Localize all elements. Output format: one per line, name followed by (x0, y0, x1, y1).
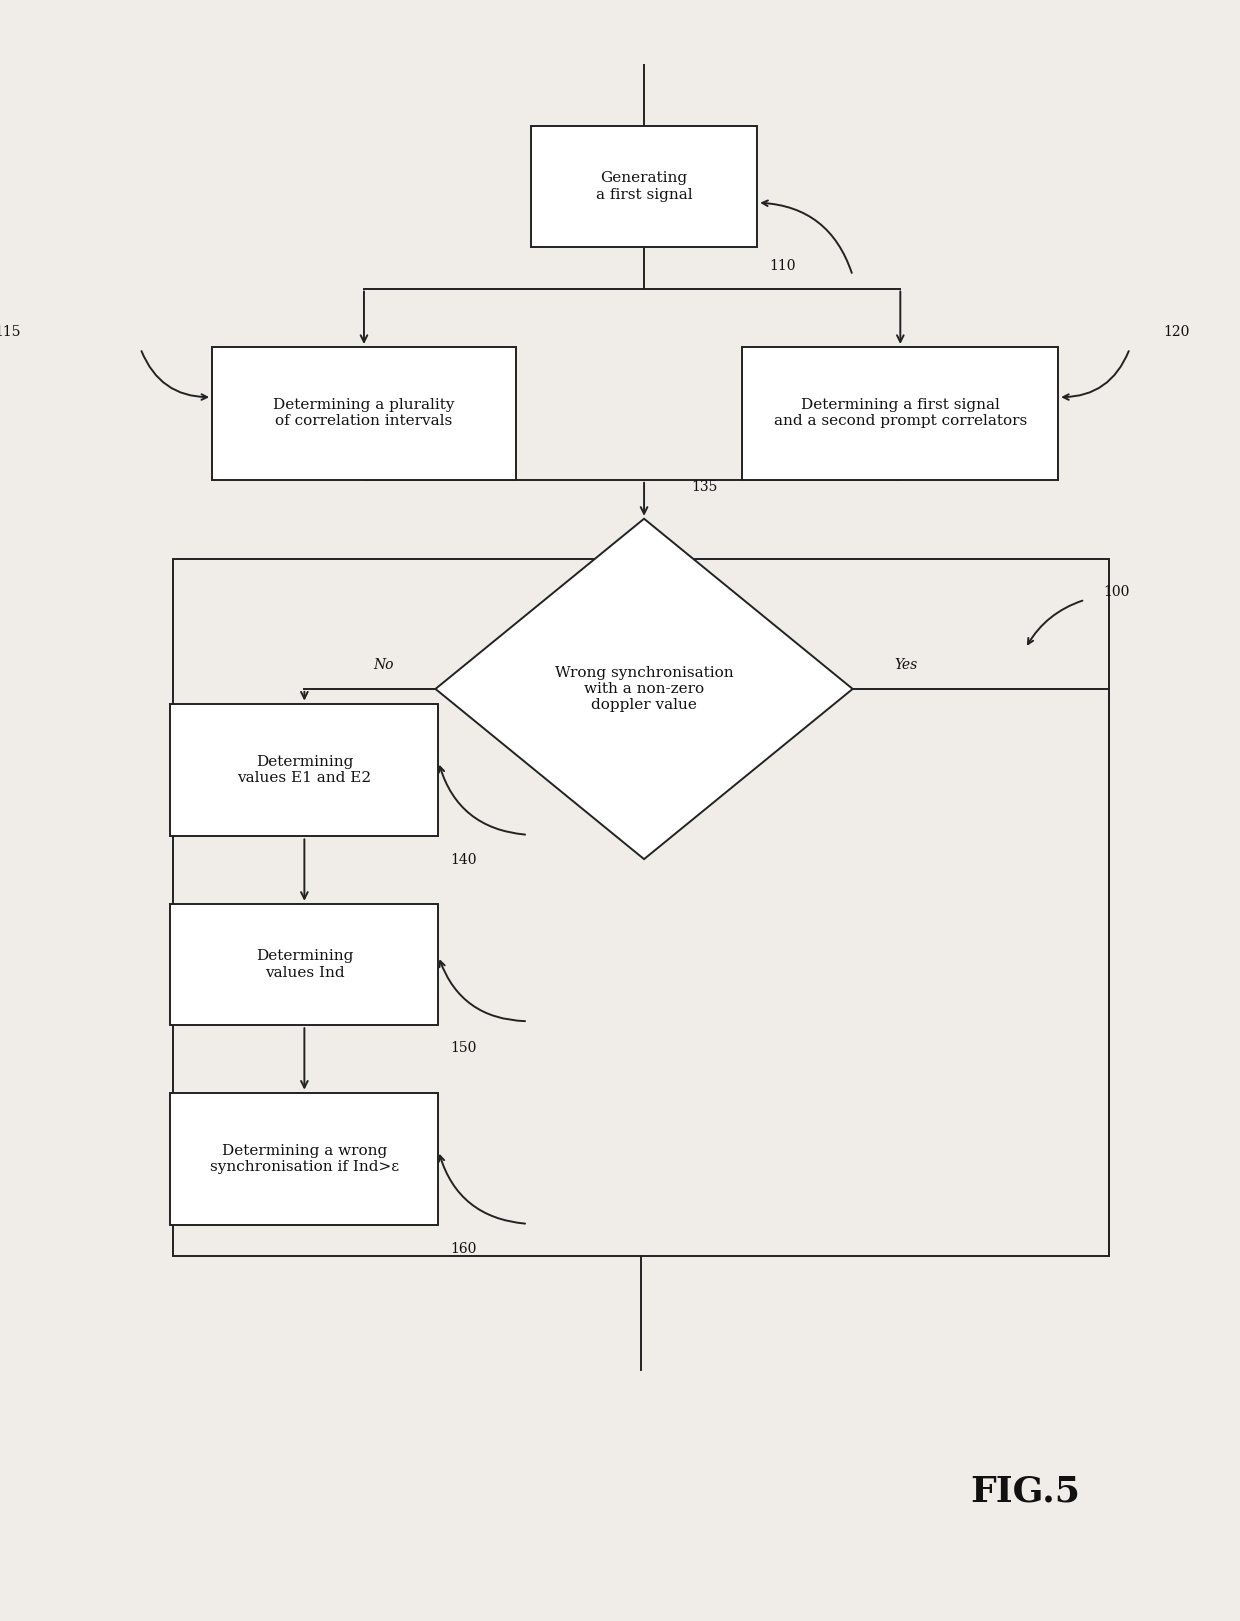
FancyBboxPatch shape (212, 347, 516, 480)
Text: 160: 160 (450, 1242, 476, 1256)
Text: 120: 120 (1163, 324, 1189, 339)
Text: 115: 115 (0, 324, 21, 339)
Text: Yes: Yes (894, 658, 918, 671)
FancyBboxPatch shape (170, 704, 439, 836)
FancyBboxPatch shape (170, 903, 439, 1024)
Text: Determining
values Ind: Determining values Ind (255, 950, 353, 979)
Text: Determining
values E1 and E2: Determining values E1 and E2 (237, 755, 372, 785)
FancyBboxPatch shape (743, 347, 1058, 480)
Text: Determining a plurality
of correlation intervals: Determining a plurality of correlation i… (273, 399, 455, 428)
Text: 150: 150 (450, 1041, 476, 1055)
Text: 135: 135 (692, 480, 718, 494)
Text: 100: 100 (1102, 585, 1130, 598)
Text: Generating
a first signal: Generating a first signal (595, 172, 692, 201)
Text: Determining a wrong
synchronisation if Ind>ε: Determining a wrong synchronisation if I… (210, 1144, 399, 1174)
FancyBboxPatch shape (170, 1093, 439, 1225)
Text: Wrong synchronisation
with a non-zero
doppler value: Wrong synchronisation with a non-zero do… (554, 666, 733, 712)
Text: 110: 110 (769, 259, 796, 274)
Polygon shape (435, 519, 853, 859)
Text: Determining a first signal
and a second prompt correlators: Determining a first signal and a second … (774, 399, 1027, 428)
FancyBboxPatch shape (531, 126, 758, 246)
Text: No: No (373, 658, 394, 671)
Text: FIG.5: FIG.5 (971, 1475, 1080, 1508)
Text: 140: 140 (450, 853, 477, 867)
